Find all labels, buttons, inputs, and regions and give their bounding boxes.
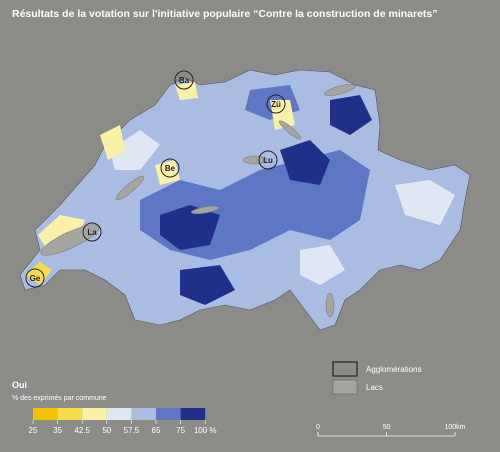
city-marker (258, 150, 278, 170)
region (280, 140, 330, 185)
legend-subtitle: % des exprimés par commune (12, 395, 107, 402)
region (100, 125, 125, 160)
legend-tick-label: 65 (152, 426, 161, 435)
lake (325, 292, 335, 318)
scale-label: 0 (316, 424, 320, 431)
lake (242, 155, 268, 165)
city-label: Zü (271, 100, 281, 109)
lakes (40, 84, 356, 318)
legend-swatch (180, 408, 206, 420)
region (110, 130, 160, 170)
city-marker (266, 94, 286, 114)
city-marker (160, 158, 180, 178)
region (80, 175, 130, 215)
legend-swatch (82, 408, 107, 420)
city-label: Ba (179, 76, 190, 85)
region (180, 265, 235, 305)
legend-tick-label: 100 % (194, 426, 217, 435)
legend-tick-label: 57.5 (124, 426, 140, 435)
lake-key (332, 379, 358, 395)
region (270, 100, 295, 130)
legend-swatch (106, 408, 132, 420)
region (330, 95, 372, 135)
region (395, 180, 455, 225)
legend-swatch (33, 408, 58, 420)
city-label: Ge (30, 274, 41, 283)
region (300, 245, 345, 285)
lake (190, 205, 220, 215)
agglomeration-key (332, 361, 358, 377)
city-marker (174, 70, 194, 90)
legend-tick-label: 42.5 (74, 426, 90, 435)
region (160, 205, 220, 250)
city-label: Be (165, 164, 176, 173)
city-marker (25, 268, 45, 288)
scale-label: 100km (444, 424, 465, 431)
lake-label: Lacs (366, 383, 383, 392)
city-label: La (87, 228, 97, 237)
legend-tick-label: 25 (29, 426, 38, 435)
legend-tick-label: 35 (53, 426, 62, 435)
city-marker (82, 222, 102, 242)
legend-tick-label: 75 (176, 426, 185, 435)
scale-label: 50 (383, 424, 391, 431)
legend-tick-label: 50 (102, 426, 111, 435)
switzerland (19, 69, 471, 331)
title: Résultats de la votation sur l'initiativ… (12, 8, 438, 20)
legend-title: Oui (12, 380, 27, 390)
legend-swatch (57, 408, 83, 420)
legend-swatch (156, 408, 181, 420)
city-label: Lu (263, 156, 273, 165)
lake (115, 175, 145, 201)
agglomeration-label: Agglomérations (366, 365, 422, 374)
lake (278, 120, 302, 140)
legend-swatch (131, 408, 156, 420)
region (175, 82, 198, 100)
lake (324, 84, 356, 96)
region (25, 262, 52, 285)
